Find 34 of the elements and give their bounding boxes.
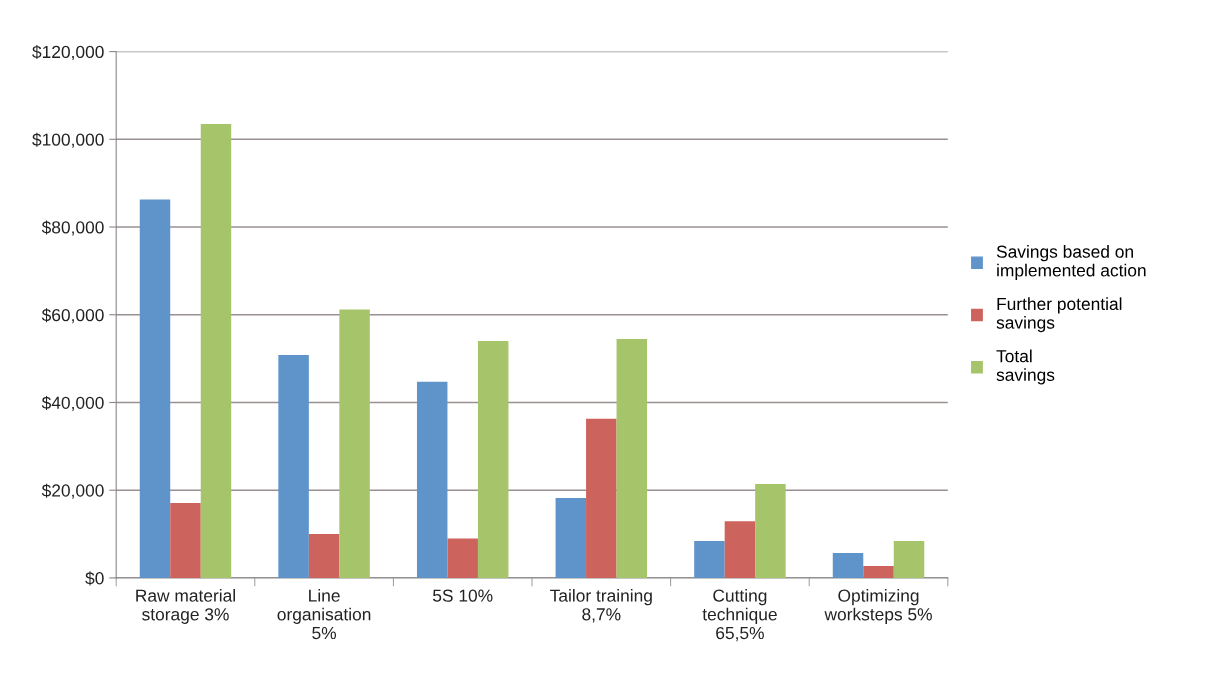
x-tick-label: Optimizing worksteps 5% <box>824 589 932 624</box>
bar <box>339 309 370 578</box>
x-tick-label: 5S 10% <box>432 589 493 602</box>
legend-label: Savings based on implemented action <box>996 245 1146 280</box>
bar <box>200 123 232 578</box>
bar <box>278 355 309 578</box>
x-tick-label: Cutting technique 65,5% <box>702 589 777 642</box>
bar <box>586 418 617 578</box>
bar <box>139 199 171 578</box>
bar <box>616 338 648 578</box>
y-tick-label: $0 <box>85 571 104 586</box>
bar <box>893 541 925 578</box>
legend-label: Further potential savings <box>996 297 1122 333</box>
bar <box>555 498 587 578</box>
x-tick-label: Raw material storage 3% <box>136 589 235 624</box>
y-tick-label: $40,000 <box>41 395 104 411</box>
bar <box>832 552 864 578</box>
bar <box>694 541 725 578</box>
x-tick-label: Line organisation 5% <box>277 589 371 640</box>
bar <box>477 341 509 578</box>
bar <box>308 534 340 578</box>
bar <box>755 484 786 578</box>
y-tick-label: $60,000 <box>41 308 104 324</box>
y-tick-label: $120,000 <box>32 45 104 61</box>
bar <box>863 566 894 578</box>
y-tick-label: $80,000 <box>41 220 104 236</box>
bar <box>170 502 201 578</box>
bar <box>416 381 448 578</box>
legend-label: Total savings <box>996 349 1055 385</box>
x-tick-label: Tailor training 8,7% <box>550 589 652 623</box>
bar <box>724 521 756 578</box>
y-tick-label: $100,000 <box>32 132 104 148</box>
bar <box>447 538 478 578</box>
y-tick-label: $20,000 <box>41 483 104 499</box>
